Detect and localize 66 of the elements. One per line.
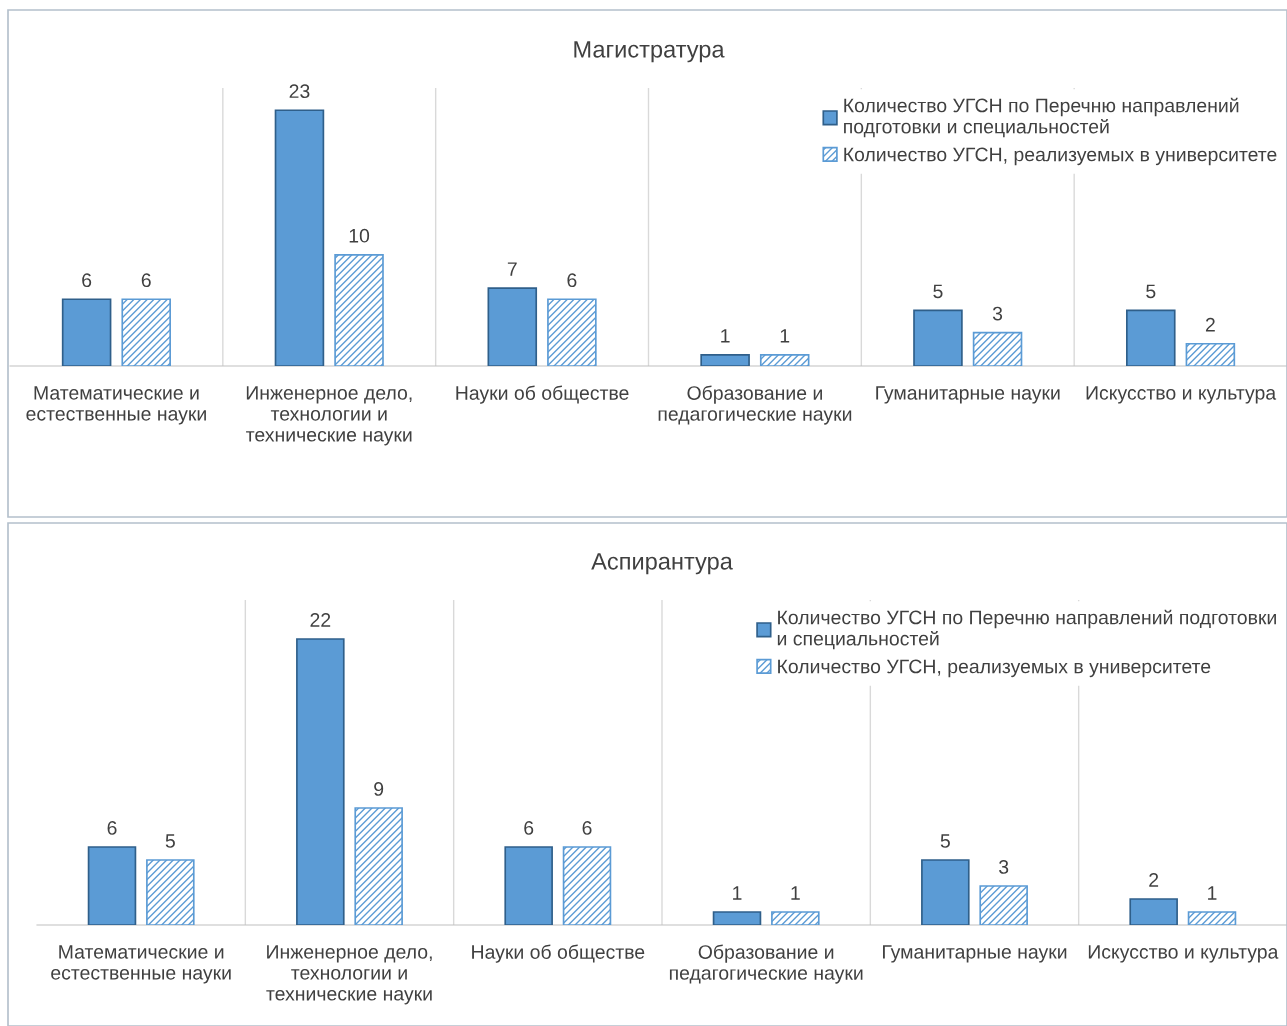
x-tick-label: Математические и естественные науки <box>26 386 206 425</box>
data-label: 1 <box>780 329 790 343</box>
data-label: 1 <box>721 329 730 343</box>
x-tick-label: Науки об обществе <box>472 944 645 963</box>
bar <box>354 807 403 925</box>
bar <box>296 638 345 925</box>
bar <box>979 885 1028 925</box>
data-label: 2 <box>1205 317 1215 332</box>
x-tick-label: Инженерное дело, технологии и технические науки <box>246 386 412 446</box>
bar <box>759 354 810 366</box>
x-tick-label: Искусство и культура <box>1086 386 1277 404</box>
bar <box>504 846 553 925</box>
x-tick-label: Образование и педагогические науки <box>669 944 863 984</box>
data-label: 1 <box>791 886 800 900</box>
data-label: 5 <box>940 834 950 848</box>
x-tick-label: Гуманитарные науки <box>883 945 1067 963</box>
bar <box>1126 309 1176 366</box>
data-label: 9 <box>374 782 384 796</box>
x-tick-label: Инженерное дело, технологии и технические науки <box>266 945 432 1005</box>
bar <box>487 287 538 366</box>
data-label: 6 <box>82 273 92 288</box>
bar <box>700 354 750 366</box>
legend-label: Количество УГСН по Перечню направлений подготовки и специальностей <box>844 97 1239 138</box>
x-tick-label: Науки об обществе <box>456 385 629 404</box>
legend-label: Количество УГСН по Перечню направлений подготовки и специальностей <box>777 609 1276 650</box>
data-label: 3 <box>992 306 1003 321</box>
legend-label: Количество УГСН, реализуемых в университете <box>778 659 1211 678</box>
data-label: 6 <box>141 273 151 288</box>
data-label: 5 <box>933 284 943 299</box>
bar <box>562 846 612 925</box>
bar <box>1129 898 1178 925</box>
bar <box>913 309 963 366</box>
data-label: 7 <box>507 262 517 276</box>
data-label: 2 <box>1149 873 1159 887</box>
bar <box>334 253 384 366</box>
data-label: 22 <box>310 613 331 627</box>
x-tick-label: Образование и педагогические науки <box>658 385 852 425</box>
x-tick-label: Искусство и культура <box>1088 945 1279 963</box>
chart-title: Аспирантура <box>591 553 733 575</box>
data-label: 6 <box>567 273 577 288</box>
data-label: 10 <box>349 228 370 243</box>
bar <box>146 859 195 925</box>
chart-title: Магистратура <box>574 41 725 63</box>
bar <box>121 298 171 366</box>
bar <box>61 298 112 366</box>
data-label: 1 <box>1208 886 1217 900</box>
bar <box>972 331 1023 366</box>
data-label: 5 <box>1146 284 1156 299</box>
bar <box>1187 911 1237 925</box>
data-label: 1 <box>733 886 742 900</box>
bar <box>921 859 970 925</box>
x-tick-label: Гуманитарные науки <box>876 386 1060 404</box>
data-label: 5 <box>165 834 175 848</box>
data-label: 23 <box>289 84 310 99</box>
bar <box>274 109 325 366</box>
bar <box>712 911 762 925</box>
data-label: 6 <box>107 821 117 835</box>
bar <box>771 911 820 925</box>
bar <box>547 298 597 366</box>
bar <box>1185 342 1236 366</box>
data-label: 6 <box>582 821 592 835</box>
data-label: 3 <box>999 860 1009 874</box>
x-tick-label: Математические и естественные науки <box>51 945 231 984</box>
data-label: 6 <box>524 821 534 835</box>
legend-label: Количество УГСН, реализуемых в университете <box>844 147 1277 166</box>
bar <box>87 846 137 925</box>
